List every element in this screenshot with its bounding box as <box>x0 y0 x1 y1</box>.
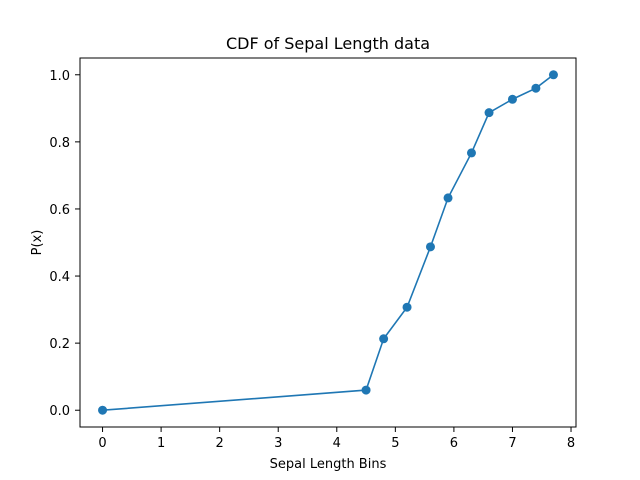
x-axis-title: Sepal Length Bins <box>270 457 387 472</box>
data-point <box>548 70 558 80</box>
data-point <box>531 83 541 93</box>
x-tick-label: 7 <box>508 436 516 451</box>
y-tick-label: 0.2 <box>49 337 70 352</box>
y-tick-label: 0.4 <box>49 270 70 285</box>
x-tick-label: 1 <box>157 436 165 451</box>
y-tick-label: 1.0 <box>49 69 70 84</box>
y-axis-title: P(x) <box>30 230 45 256</box>
plot-frame <box>79 57 577 428</box>
x-tick-label: 5 <box>391 436 399 451</box>
x-tick-label: 8 <box>567 436 575 451</box>
y-tick-label: 0.0 <box>49 404 70 419</box>
data-point <box>425 242 435 252</box>
data-point <box>402 302 412 312</box>
data-point <box>507 94 517 104</box>
data-point <box>361 385 371 395</box>
chart-title: CDF of Sepal Length data <box>226 34 430 53</box>
x-tick-label: 3 <box>274 436 282 451</box>
data-point <box>466 148 476 158</box>
y-tick-label: 0.6 <box>49 203 70 218</box>
axis-ticks: 0 1 2 3 4 5 6 7 8 0.0 0.2 0.4 0.6 0.8 1.0 <box>49 69 575 451</box>
x-tick-label: 2 <box>216 436 224 451</box>
x-tick-label: 0 <box>98 436 106 451</box>
data-point <box>98 405 108 415</box>
data-point <box>379 334 389 344</box>
data-point <box>484 108 494 118</box>
data-series <box>98 70 558 415</box>
data-point <box>443 193 453 203</box>
y-tick-label: 0.8 <box>49 136 70 151</box>
x-tick-label: 4 <box>333 436 341 451</box>
x-tick-label: 6 <box>450 436 458 451</box>
